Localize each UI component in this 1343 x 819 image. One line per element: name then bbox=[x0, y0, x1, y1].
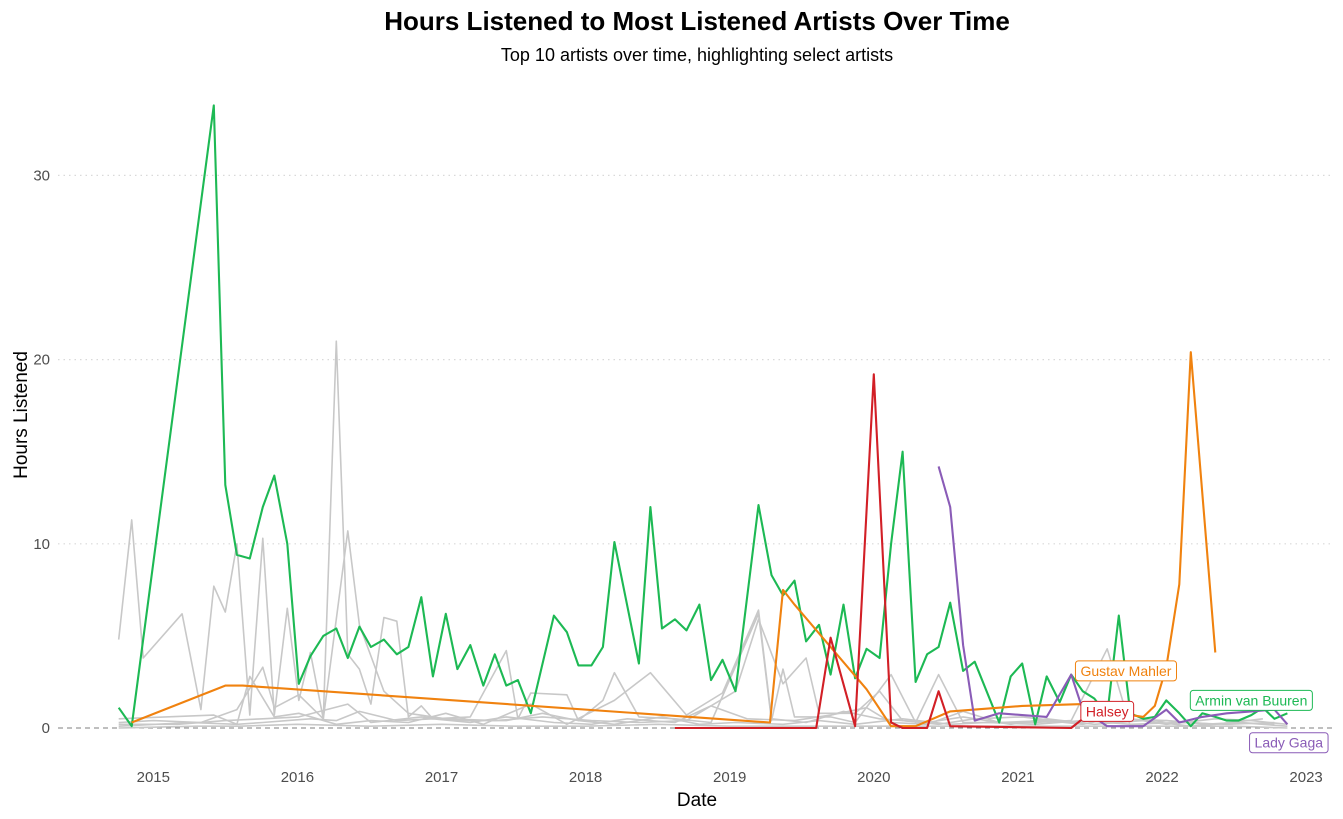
series-labels: Gustav Mahler Armin van Buuren Halsey Lady … bbox=[1074, 660, 1329, 754]
series-label-box bbox=[1189, 689, 1313, 711]
x-tick-label: 2021 bbox=[1001, 769, 1034, 786]
series-label-text: Halsey bbox=[1086, 703, 1129, 719]
x-tick-label: 2016 bbox=[281, 769, 314, 786]
x-tick-label: 2018 bbox=[569, 769, 602, 786]
x-tick-label: 2022 bbox=[1145, 769, 1178, 786]
highlighted-series bbox=[117, 104, 1289, 730]
background-series-line bbox=[118, 703, 1275, 726]
series-label-armin-van-buuren: Armin van Buuren bbox=[1189, 689, 1313, 711]
series-label-halsey: Halsey bbox=[1080, 700, 1135, 722]
y-tick-label: 0 bbox=[42, 720, 50, 737]
series-label-box bbox=[1080, 700, 1135, 722]
series-label-box bbox=[1249, 732, 1329, 754]
series-label-text: Armin van Buuren bbox=[1195, 692, 1307, 708]
series-label-text: Lady Gaga bbox=[1255, 735, 1324, 751]
series-line-lady-gaga bbox=[937, 466, 1289, 728]
y-tick-label: 10 bbox=[33, 536, 50, 553]
x-tick-label: 2020 bbox=[857, 769, 890, 786]
chart-title: Hours Listened to Most Listened Artists … bbox=[384, 6, 1010, 36]
gridlines bbox=[58, 174, 1333, 729]
background-series-line bbox=[118, 723, 1288, 729]
x-tick-label: 2015 bbox=[137, 769, 170, 786]
y-tick-label: 20 bbox=[33, 352, 50, 369]
series-line-halsey bbox=[674, 373, 1084, 730]
y-axis-ticks: 0 10 20 30 bbox=[33, 167, 50, 737]
series-label-text: Gustav Mahler bbox=[1080, 663, 1171, 679]
x-tick-label: 2017 bbox=[425, 769, 458, 786]
y-tick-label: 30 bbox=[33, 167, 50, 184]
x-axis-title: Date bbox=[677, 790, 717, 811]
series-label-lady-gaga: Lady Gaga bbox=[1249, 732, 1329, 754]
chart-subtitle: Top 10 artists over time, highlighting s… bbox=[501, 45, 893, 65]
y-axis-title: Hours Listened bbox=[11, 351, 32, 479]
x-axis-ticks: 2015 2016 2017 2018 2019 2020 2021 2022 2023 bbox=[137, 769, 1323, 786]
series-label-gustav-mahler: Gustav Mahler bbox=[1074, 660, 1177, 682]
series-line-armin-van-buuren bbox=[117, 104, 1288, 728]
background-series-line bbox=[118, 609, 1288, 728]
x-tick-label: 2023 bbox=[1289, 769, 1322, 786]
x-tick-label: 2019 bbox=[713, 769, 746, 786]
series-label-box bbox=[1074, 660, 1177, 682]
